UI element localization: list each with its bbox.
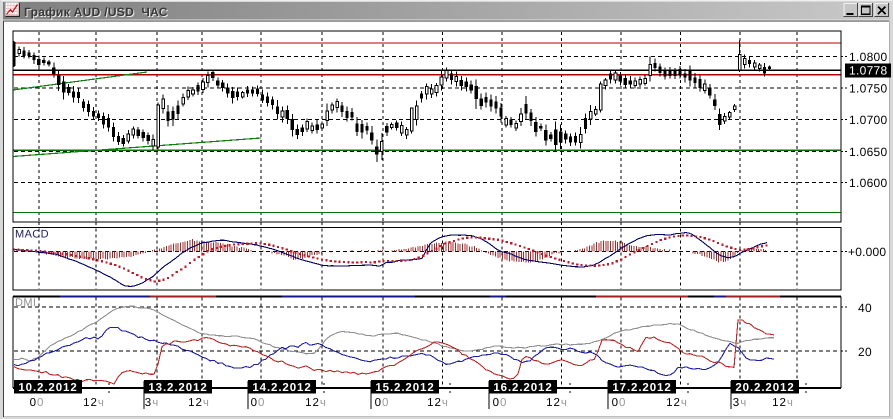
svg-text:График AUD /USD ЧАС: График AUD /USD ЧАС (24, 5, 168, 19)
svg-text:12ч: 12ч (427, 397, 449, 409)
svg-text:40: 40 (858, 301, 872, 315)
svg-text:12ч: 12ч (772, 397, 794, 409)
svg-text:15.2.2012: 15.2.2012 (375, 382, 434, 394)
svg-text:MACD: MACD (15, 229, 49, 241)
svg-text:+0.000: +0.000 (848, 245, 886, 259)
svg-text:12ч: 12ч (83, 397, 105, 409)
svg-text:00: 00 (251, 397, 266, 409)
svg-text:12ч: 12ч (305, 397, 327, 409)
svg-text:17.2.2012: 17.2.2012 (612, 382, 671, 394)
svg-text:20.2.2012: 20.2.2012 (735, 382, 794, 394)
svg-text:20: 20 (858, 345, 872, 359)
svg-text:12ч: 12ч (546, 397, 568, 409)
svg-text:14.2.2012: 14.2.2012 (252, 382, 311, 394)
svg-text:DMI: DMI (15, 297, 36, 309)
svg-text:16.2.2012: 16.2.2012 (493, 382, 552, 394)
svg-text:00: 00 (375, 397, 390, 409)
svg-text:График AUD /USD ЧАС: График AUD /USD ЧАС (25, 6, 169, 20)
svg-text:12ч: 12ч (666, 397, 688, 409)
svg-text:3ч: 3ч (733, 397, 747, 409)
svg-text:1.0750: 1.0750 (849, 81, 888, 95)
svg-text:1.0600: 1.0600 (849, 176, 888, 190)
svg-text:1.0800: 1.0800 (849, 50, 888, 64)
svg-text:1.0650: 1.0650 (849, 145, 888, 159)
svg-text:3ч: 3ч (145, 397, 159, 409)
svg-text:1.0778: 1.0778 (849, 64, 888, 78)
svg-text:00: 00 (612, 397, 627, 409)
svg-text:13.2.2012: 13.2.2012 (148, 382, 207, 394)
svg-text:00: 00 (30, 397, 45, 409)
svg-text:1.0700: 1.0700 (849, 113, 888, 127)
svg-text:00: 00 (493, 397, 508, 409)
svg-text:12ч: 12ч (188, 397, 210, 409)
svg-text:10.2.2012: 10.2.2012 (18, 382, 77, 394)
